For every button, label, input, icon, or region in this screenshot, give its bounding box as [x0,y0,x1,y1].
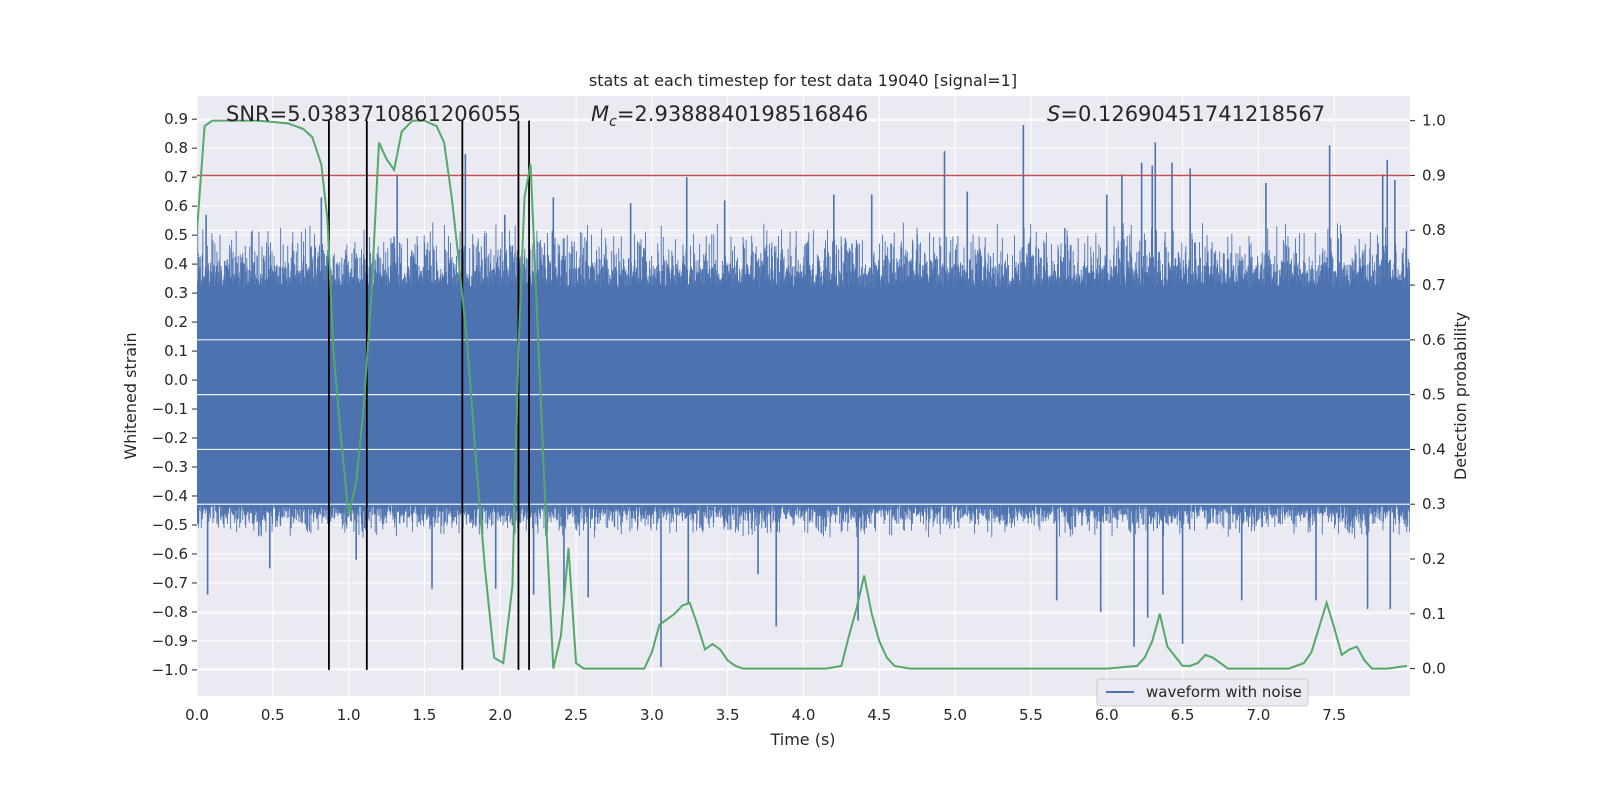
y-tick-label: −0.9 [152,632,188,650]
y-tick-label: 0.4 [164,255,188,273]
x-tick-label: 5.5 [1019,706,1043,724]
y-tick-label: −1.0 [152,661,188,679]
y2-tick-label: 1.0 [1422,112,1446,130]
y-tick-label: −0.3 [152,458,188,476]
y-tick-label: −0.7 [152,574,188,592]
chirp-mass-symbol: M [591,102,609,126]
y-axis-label: Whitened strain [121,332,140,459]
y2-tick-label: 0.2 [1422,550,1446,568]
y-tick-label: −0.5 [152,516,188,534]
chirp-mass-annotation: Mc=2.9388840198516846 [591,102,868,130]
y-tick-label: 0.5 [164,226,188,244]
x-axis-label: Time (s) [769,730,835,749]
chart-title: stats at each timestep for test data 190… [589,71,1017,90]
s-symbol: S [1047,102,1060,126]
x-tick-label: 1.0 [337,706,361,724]
x-tick-label: 7.0 [1246,706,1270,724]
vertical-lines-layer [328,120,530,670]
y-tick-label: 0.3 [164,284,188,302]
y2-tick-label: 0.3 [1422,495,1446,513]
snr-annotation: SNR=5.0383710861206055 [226,102,521,126]
chirp-mass-subscript: c [609,114,617,130]
y-tick-label: 0.0 [164,371,188,389]
chirp-mass-value: =2.9388840198516846 [617,102,868,126]
probability-layer [197,119,1408,670]
plot-area [197,119,1410,670]
x-tick-label: 3.5 [716,706,740,724]
x-tick-label: 0.0 [185,706,209,724]
waveform-core-band [197,287,1410,505]
x-tick-label: 5.0 [943,706,967,724]
y2-tick-label: 0.7 [1422,276,1446,294]
y-tick-label: −0.6 [152,545,188,563]
legend-label-waveform: waveform with noise [1146,683,1302,701]
y2-tick-label: 0.4 [1422,440,1446,458]
x-tick-label: 3.0 [640,706,664,724]
x-tick-label: 6.0 [1095,706,1119,724]
tick-layer: 0.0 0.5 1.0 1.5 2.0 2.5 3.0 3.5 4.0 4.5 5.0 5.5 6.0 6… [152,110,1446,724]
y-tick-label: 0.9 [164,110,188,128]
x-tick-label: 2.5 [564,706,588,724]
y2-tick-label: 0.8 [1422,221,1446,239]
s-value: =0.12690451741218567 [1060,102,1325,126]
y2-tick-label: 0.9 [1422,166,1446,184]
y-tick-label: −0.8 [152,603,188,621]
y-tick-label: 0.6 [164,197,188,215]
y2-tick-label: 0.6 [1422,331,1446,349]
x-tick-label: 1.5 [413,706,437,724]
x-tick-label: 0.5 [261,706,285,724]
y2-tick-label: 0.0 [1422,660,1446,678]
y-tick-label: −0.4 [152,487,188,505]
y-tick-label: −0.2 [152,429,188,447]
y2-tick-label: 0.5 [1422,386,1446,404]
detection-probability-line [197,119,1408,670]
y-tick-label: 0.1 [164,342,188,360]
x-tick-label: 7.5 [1322,706,1346,724]
y-tick-label: −0.1 [152,400,188,418]
y-tick-label: 0.7 [164,168,188,186]
y-tick-label: 0.8 [164,139,188,157]
s-annotation: S=0.12690451741218567 [1047,102,1325,126]
x-tick-label: 4.0 [792,706,816,724]
legend: waveform with noise [1096,678,1309,707]
y-tick-label: 0.2 [164,313,188,331]
legend-box [1096,678,1309,707]
y2-tick-label: 0.1 [1422,605,1446,623]
x-tick-label: 2.0 [488,706,512,724]
x-tick-label: 6.5 [1171,706,1195,724]
x-tick-label: 4.5 [867,706,891,724]
y2-axis-label: Detection probability [1451,312,1470,480]
waveform-layer [197,124,1410,668]
